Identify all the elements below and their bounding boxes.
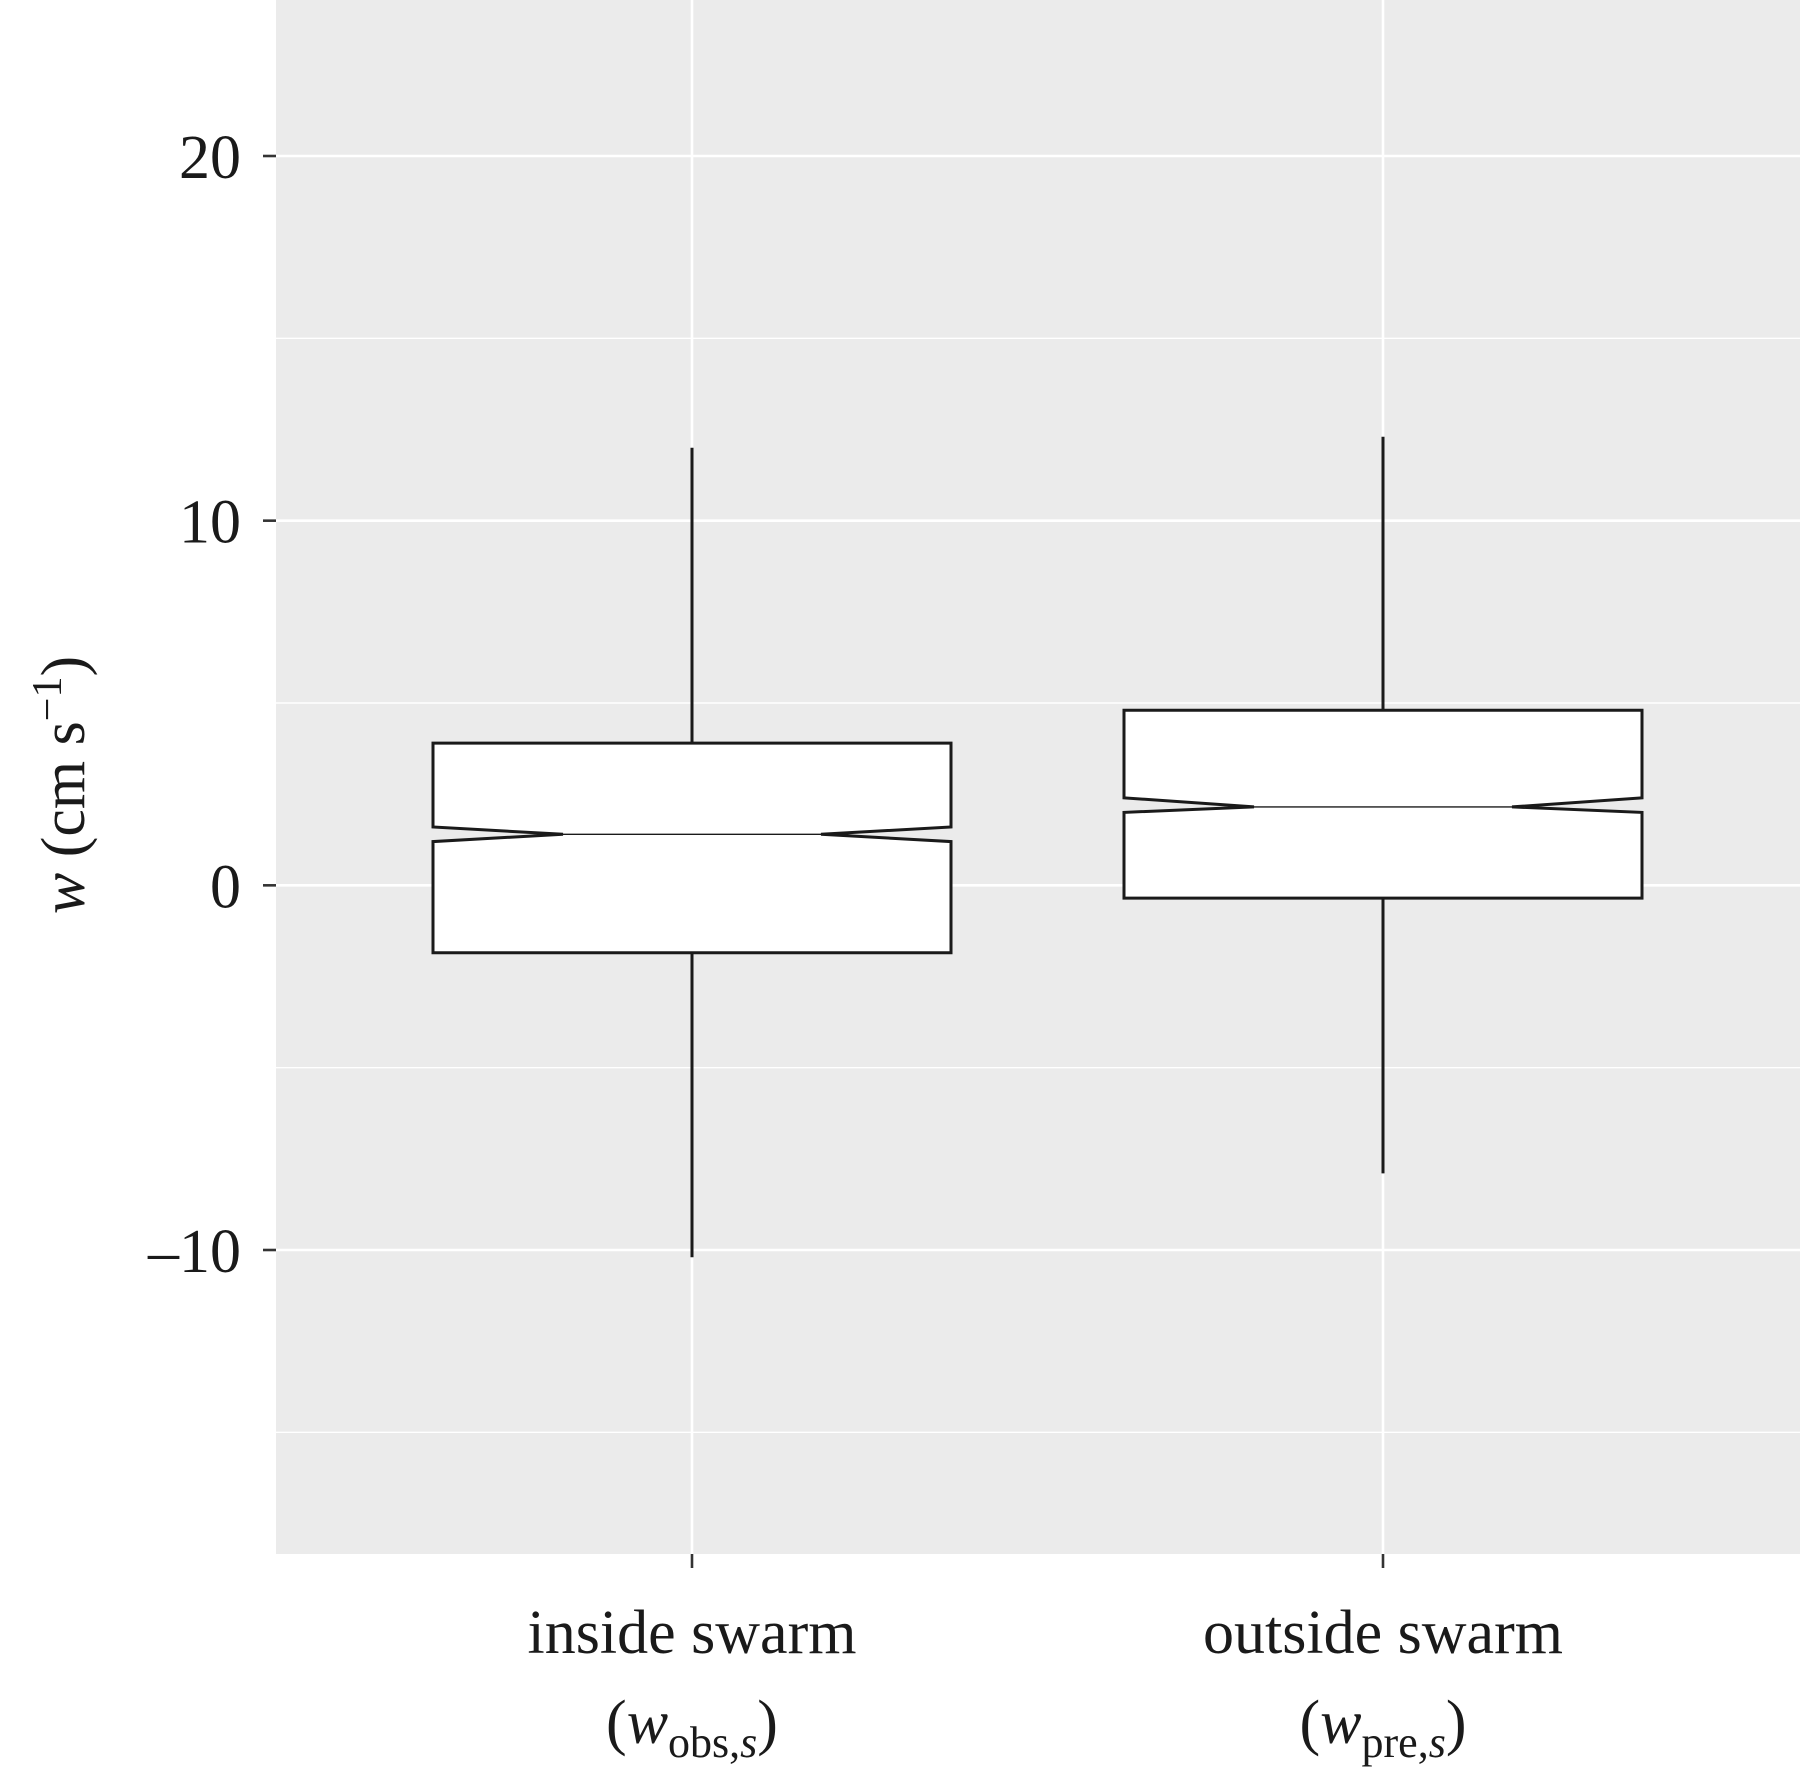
- notched-box: [1122, 708, 1644, 900]
- y-axis-title: w (cm s−1): [25, 656, 98, 914]
- symbol-variable: w: [1320, 1689, 1361, 1757]
- boxes: [431, 436, 1644, 1258]
- notched-box: [431, 741, 953, 955]
- x-category-label: inside swarm: [528, 1599, 857, 1667]
- symbol-subscript: pre,: [1362, 1718, 1429, 1767]
- x-category-symbol: (wpre,s): [1300, 1689, 1467, 1767]
- y-axis-units-exponent: −1: [25, 677, 71, 722]
- close-paren: ): [1446, 1689, 1467, 1757]
- y-axis-units-close: ): [30, 656, 98, 677]
- open-paren: (: [606, 1689, 627, 1757]
- open-paren: (: [1300, 1689, 1321, 1757]
- y-tick-label: 0: [210, 853, 241, 921]
- x-category-label: outside swarm: [1203, 1599, 1563, 1667]
- y-axis-variable: w: [30, 873, 98, 914]
- symbol-subscript: obs,: [668, 1718, 740, 1767]
- x-category-symbol: (wobs,s): [606, 1689, 778, 1767]
- y-tick-label: 20: [179, 124, 241, 192]
- symbol-subscript-index: s: [1429, 1718, 1446, 1767]
- y-tick-label: –10: [147, 1218, 241, 1286]
- symbol-variable: w: [627, 1689, 668, 1757]
- close-paren: ): [757, 1689, 778, 1757]
- y-axis-units: (cm s: [30, 721, 98, 873]
- y-tick-label: 10: [179, 489, 241, 557]
- symbol-subscript-index: s: [740, 1718, 757, 1767]
